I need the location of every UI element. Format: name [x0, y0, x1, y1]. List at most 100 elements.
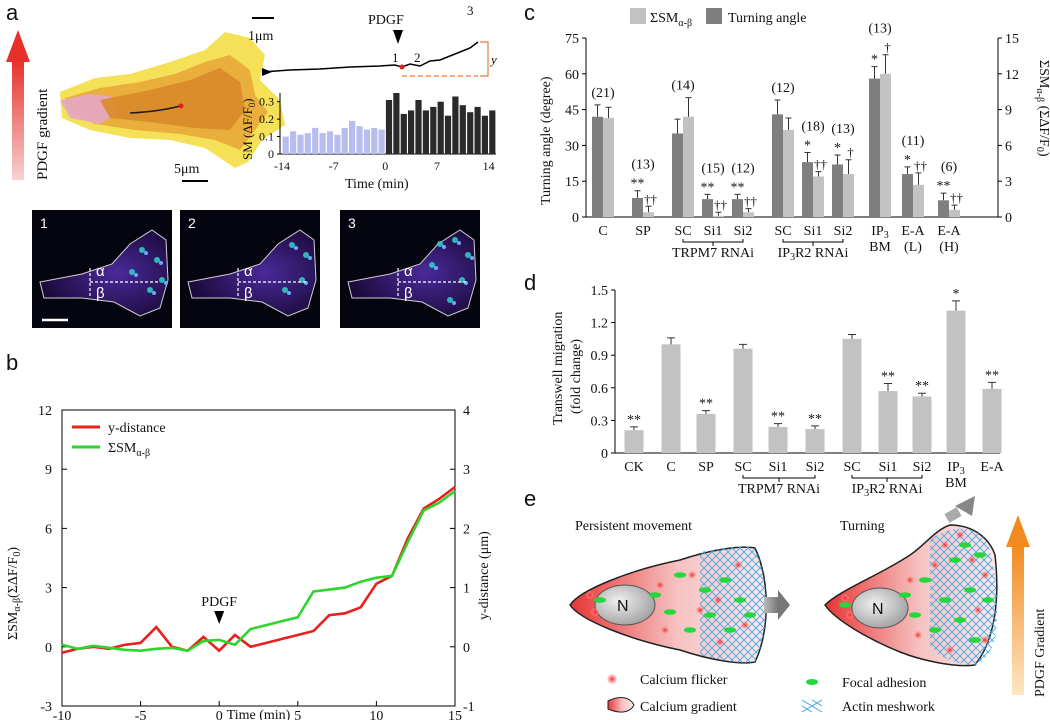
- xtick-label-b: -10: [53, 709, 72, 720]
- category-label-c: Si2: [734, 224, 753, 239]
- ytick-right-label-c: 0: [1005, 211, 1012, 226]
- pdgf-marker-b: [214, 611, 225, 624]
- xtick-label-b: -5: [135, 709, 147, 720]
- bar-sm-alpha-beta: [743, 212, 754, 217]
- ytick-left-label-c: 75: [565, 32, 579, 47]
- sm-bar: [326, 131, 334, 154]
- focal-adhesion: [949, 557, 961, 563]
- focal-adhesion: [964, 587, 976, 593]
- focal-adhesion: [704, 612, 716, 618]
- sm-bar: [371, 127, 378, 154]
- bar-transwell: [624, 430, 644, 453]
- sig-mark-turning: **: [631, 177, 645, 192]
- sig-mark-turning: *: [904, 153, 911, 168]
- group-bracket-c: [782, 239, 844, 246]
- category-label-c: C: [598, 224, 607, 239]
- y-distance-label: y: [489, 52, 497, 67]
- scale-label-1um: 1μm: [248, 29, 274, 44]
- trajectory-trace: [261, 41, 489, 77]
- focal-adhesion: [699, 587, 711, 593]
- sm-xtick-label: -7: [329, 159, 339, 173]
- calcium-spot: [139, 247, 145, 253]
- focal-adhesion: [734, 597, 746, 603]
- calcium-spot: [437, 241, 443, 247]
- calcium-spot: [144, 251, 148, 255]
- pdgf-marker-a: [393, 30, 403, 44]
- ytick-left-label-c: 60: [565, 68, 579, 83]
- pdgf-gradient-arrow: [6, 30, 30, 180]
- sm-bar: [341, 127, 348, 154]
- sig-mark-turning: **: [937, 179, 951, 194]
- sm-bar: [459, 105, 466, 154]
- sm-bar: [467, 112, 474, 154]
- sig-mark-d: **: [881, 369, 895, 384]
- category-label-c: SC: [674, 224, 691, 239]
- calcium-flicker: [974, 606, 982, 614]
- sig-mark-sm: ††: [644, 191, 658, 206]
- errorbar-sm-alpha-beta: [882, 54, 889, 74]
- calcium-flicker: [931, 561, 939, 569]
- pdgf-gradient-arrow-e: [1006, 515, 1030, 695]
- legend-focal-adhesion: Focal adhesion: [842, 676, 926, 691]
- sm-bar: [489, 110, 496, 154]
- right-cell-markers: [839, 531, 994, 654]
- legend-calcium-gradient: Calcium gradient: [640, 700, 737, 715]
- pdgf-annotation-b: PDGF: [201, 595, 237, 610]
- ytick-right-label-b: 2: [463, 522, 470, 537]
- ytick-left-label-c: 15: [565, 175, 579, 190]
- ytick-label-d: 0: [601, 447, 608, 462]
- ytick-right-label-c: 9: [1005, 104, 1012, 119]
- trace-mark-3: 3: [467, 3, 474, 18]
- sm-bar: [297, 134, 304, 154]
- calcium-spot: [282, 287, 288, 293]
- errorbar-transwell: [884, 382, 892, 392]
- xtick-label-b: 0: [216, 709, 223, 720]
- errorbar-turning-angle: [734, 193, 741, 200]
- sig-mark-d: **: [771, 410, 785, 425]
- bar-sm-alpha-beta: [813, 176, 824, 217]
- focal-adhesion: [959, 542, 971, 548]
- ylabel-d-line1: Transwell migration: [551, 312, 566, 425]
- errorbar-sm-alpha-beta: [645, 205, 652, 213]
- errorbar-turning-angle: [674, 118, 681, 134]
- panel-label-d: d: [524, 270, 536, 295]
- calcium-spot: [134, 273, 138, 277]
- bar-turning-angle: [632, 197, 643, 217]
- series-line-sm-alpha-beta: [61, 489, 456, 653]
- panel-label-c: c: [524, 0, 535, 25]
- bar-transwell: [696, 413, 716, 453]
- sample-size-label: (11): [902, 134, 925, 149]
- group-bracket-d: [742, 475, 816, 482]
- calcium-flicker: [846, 611, 854, 619]
- sm-xtick-label: 0: [382, 159, 388, 173]
- sig-mark-sm: †: [847, 145, 854, 160]
- ylabel-left-b: ΣSMα-β(ΣΔF/F0): [6, 547, 23, 640]
- ytick-right-label-c: 12: [1005, 68, 1019, 83]
- bar-turning-angle: [772, 114, 783, 217]
- left-cell-markers: [586, 561, 756, 646]
- category-label-d: Si1: [769, 460, 788, 475]
- focal-adhesion: [954, 617, 966, 623]
- calcium-flicker: [586, 591, 594, 599]
- legend-actin-meshwork: Actin meshwork: [842, 700, 935, 715]
- focal-adhesion: [899, 592, 911, 598]
- focal-adhesion: [939, 597, 951, 603]
- sig-mark-sm: ††: [744, 194, 758, 209]
- calcium-flicker: [841, 594, 849, 602]
- category-label-c: BM: [869, 240, 891, 255]
- focal-adhesion: [919, 577, 931, 583]
- sample-size-label: (12): [731, 161, 755, 176]
- calcium-flicker: [968, 556, 976, 564]
- errorbar-transwell: [918, 392, 926, 397]
- group-label-d: TRPM7 RNAi: [738, 482, 820, 497]
- bar-transwell: [733, 348, 753, 453]
- errorbar-transwell: [848, 334, 856, 339]
- bar-turning-angle: [802, 162, 813, 217]
- ytick-left-label-c: 0: [572, 211, 579, 226]
- calcium-spot: [129, 269, 135, 275]
- ylabel-right-b: y-distance (μm): [477, 531, 492, 620]
- errorbar-turning-angle: [594, 104, 601, 117]
- ytick-right-label-c: 15: [1005, 32, 1019, 47]
